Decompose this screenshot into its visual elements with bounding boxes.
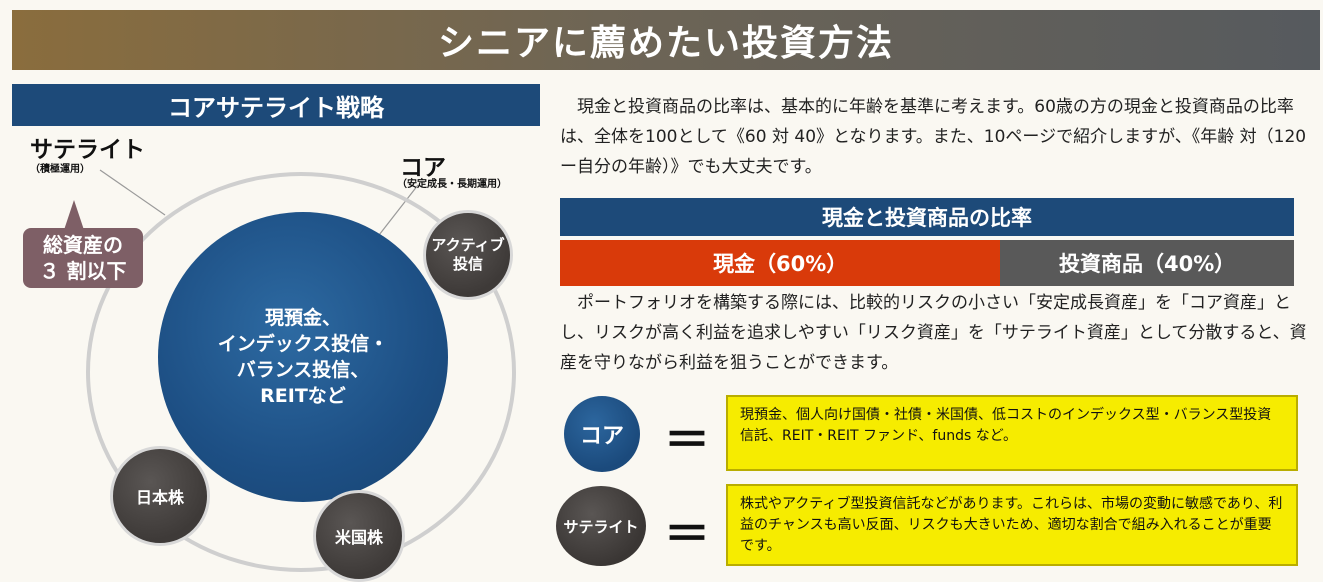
satellite-ring	[86, 172, 516, 572]
core-badge-label: コア	[579, 424, 624, 449]
callout-line: 総資産の	[43, 233, 123, 257]
core-sub-label: （安定成長・長期運用）	[397, 179, 507, 190]
allocation-callout: 総資産の ３ 割以下	[23, 228, 143, 288]
japan-stock-circle: 日本株	[110, 446, 210, 546]
ratio-bar: 現金（60%） 投資商品（40%）	[560, 240, 1294, 286]
equals-sign: ＝	[664, 413, 710, 467]
investment-segment: 投資商品（40%）	[1000, 240, 1294, 286]
core-circle-line: 現預金、	[264, 307, 341, 329]
core-circle-line: バランス投信、	[236, 359, 370, 381]
satellite-badge: サテライト	[556, 486, 646, 566]
ratio-header-text: 現金と投資商品の比率	[822, 206, 1032, 230]
active-fund-line: アクティブ	[431, 236, 505, 254]
satellite-label: サテライト	[30, 137, 145, 163]
cash-segment-label: 現金（60%）	[713, 252, 848, 276]
ratio-header: 現金と投資商品の比率	[560, 198, 1294, 236]
core-circle-line: REITなど	[260, 385, 346, 407]
satellite-sub-label: （積極運用）	[30, 164, 90, 175]
satellite-definition-box: 株式やアクティブ型投資信託などがあります。これらは、市場の変動に敏感であり、利益…	[726, 484, 1298, 566]
us-stock-circle: 米国株	[313, 490, 405, 582]
callout-pointer	[64, 200, 84, 230]
satellite-badge-label: サテライト	[563, 517, 639, 536]
satellite-leader-line	[99, 169, 166, 216]
core-circle-line: インデックス投信・	[217, 333, 389, 355]
core-circle: 現預金、 インデックス投信・ バランス投信、 REITなど	[158, 212, 448, 502]
portfolio-paragraph: ポートフォリオを構築する際には、比較的リスクの小さい「安定成長資産」を「コア資産…	[560, 293, 1307, 373]
core-label: コア	[400, 155, 446, 181]
intro-paragraph: 現金と投資商品の比率は、基本的に年齢を基準に考えます。60歳の方の現金と投資商品…	[560, 97, 1307, 177]
cash-segment: 現金（60%）	[560, 240, 1001, 286]
equals-sign: ＝	[664, 507, 710, 561]
us-stock-label: 米国株	[334, 528, 383, 547]
core-satellite-header-text: コアサテライト戦略	[168, 93, 384, 122]
title-banner: シニアに薦めたい投資方法	[12, 10, 1320, 70]
callout-line: ３ 割以下	[39, 259, 127, 283]
core-definition-box: 現預金、個人向け国債・社債・米国債、低コストのインデックス型・バランス型投資信託…	[726, 395, 1298, 471]
page-title: シニアに薦めたい投資方法	[437, 23, 894, 64]
active-fund-line: 投信	[452, 255, 483, 273]
core-badge: コア	[564, 396, 640, 472]
japan-stock-label: 日本株	[135, 488, 184, 507]
active-fund-circle: アクティブ 投信	[423, 210, 513, 300]
investment-segment-label: 投資商品（40%）	[1059, 252, 1236, 276]
core-satellite-header: コアサテライト戦略	[12, 84, 540, 126]
